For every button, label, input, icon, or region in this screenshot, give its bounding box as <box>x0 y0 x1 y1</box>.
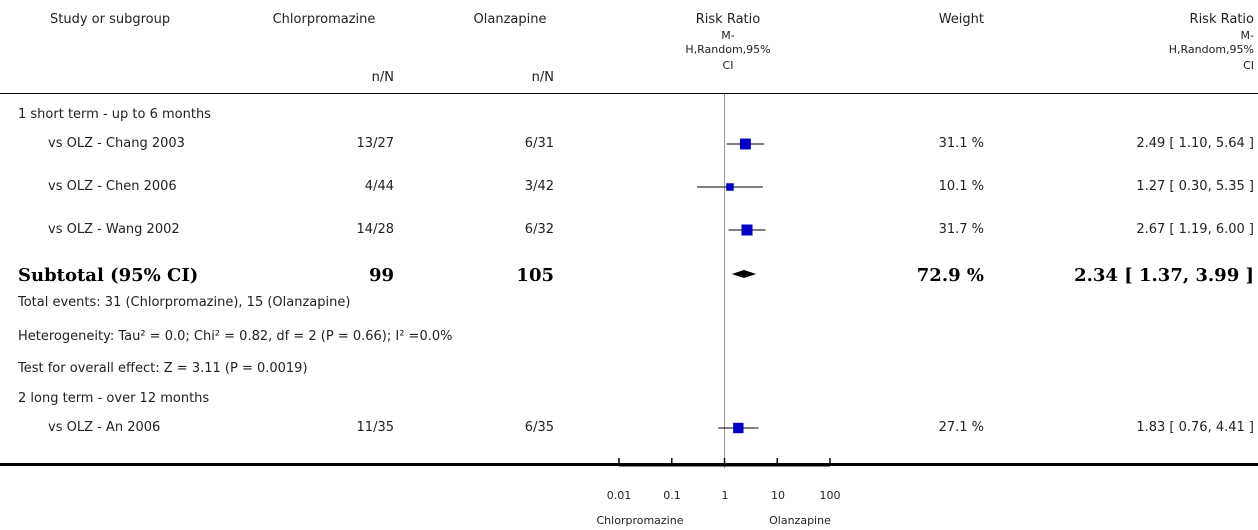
subtotal-exp: 99 <box>368 265 394 286</box>
axis-tick-label: 100 <box>819 489 841 502</box>
header-rr-ci: CI <box>1243 59 1254 72</box>
header-ctrl-nN: n/N <box>531 70 554 85</box>
study-name: vs OLZ - Wang 2002 <box>48 222 180 237</box>
bottom-rule <box>0 463 1258 466</box>
axis-tick-label: 10 <box>771 489 785 502</box>
study-exp: 4/44 <box>364 179 394 194</box>
header-study: Study or subgroup <box>50 12 171 27</box>
study-weight: 27.1 % <box>938 420 984 435</box>
header-rr-m: M- <box>1240 29 1254 42</box>
study-name: vs OLZ - An 2006 <box>48 420 161 435</box>
study-exp: 14/28 <box>356 222 394 237</box>
axis-tick-label: 1 <box>721 489 729 502</box>
header-rr-plot-m: M- <box>721 29 735 42</box>
favours-left-label: Chlorpromazine <box>596 514 684 527</box>
study-ci: 2.49 [ 1.10, 5.64 ] <box>1136 136 1254 151</box>
study-name: vs OLZ - Chang 2003 <box>48 136 185 151</box>
effect-square <box>726 183 734 191</box>
subtotal-ctrl: 105 <box>516 265 554 286</box>
study-weight: 31.7 % <box>938 222 984 237</box>
axis-tick-label: 0.1 <box>663 489 681 502</box>
header-ctrl: Olanzapine <box>473 12 547 27</box>
header-rr-title: Risk Ratio <box>1189 12 1254 27</box>
subtotal-ci: 2.34 [ 1.37, 3.99 ] <box>1074 265 1254 286</box>
effect-square <box>739 138 751 150</box>
axis-tick-label: 0.01 <box>606 489 632 502</box>
study-ctrl: 6/35 <box>524 420 554 435</box>
header-exp-nN: n/N <box>371 70 394 85</box>
study-ci: 1.27 [ 0.30, 5.35 ] <box>1136 179 1254 194</box>
study-exp: 13/27 <box>356 136 394 151</box>
study-weight: 31.1 % <box>938 136 984 151</box>
study-name: vs OLZ - Chen 2006 <box>48 179 177 194</box>
effect-square <box>733 422 744 434</box>
study-weight: 10.1 % <box>938 179 984 194</box>
study-ctrl: 6/31 <box>524 136 554 151</box>
group-title: 2 long term - over 12 months <box>18 391 210 406</box>
note-overall-effect: Test for overall effect: Z = 3.11 (P = 0… <box>18 361 308 376</box>
header-rr-plot-method: H,Random,95% <box>685 43 771 56</box>
subtotal-weight: 72.9 % <box>916 265 984 286</box>
header-weight: Weight <box>938 12 984 27</box>
note-total-events: Total events: 31 (Chlorpromazine), 15 (O… <box>18 295 351 310</box>
group-title: 1 short term - up to 6 months <box>18 107 211 122</box>
header-rr-plot-title: Risk Ratio <box>695 12 761 27</box>
header-rr-plot-ci: CI <box>722 59 734 72</box>
subtotal-diamond <box>731 270 757 278</box>
effect-square <box>741 224 753 236</box>
study-ci: 1.83 [ 0.76, 4.41 ] <box>1136 420 1254 435</box>
study-ci: 2.67 [ 1.19, 6.00 ] <box>1136 222 1254 237</box>
header-exp: Chlorpromazine <box>272 12 376 27</box>
header-rr-method: H,Random,95% <box>1168 43 1254 56</box>
study-exp: 11/35 <box>356 420 394 435</box>
note-heterogeneity: Heterogeneity: Tau² = 0.0; Chi² = 0.82, … <box>18 329 453 344</box>
study-ctrl: 6/32 <box>524 222 554 237</box>
favours-right-label: Olanzapine <box>769 514 831 527</box>
study-ctrl: 3/42 <box>524 179 554 194</box>
subtotal-label: Subtotal (95% CI) <box>18 265 199 286</box>
header-rule <box>0 93 1258 94</box>
